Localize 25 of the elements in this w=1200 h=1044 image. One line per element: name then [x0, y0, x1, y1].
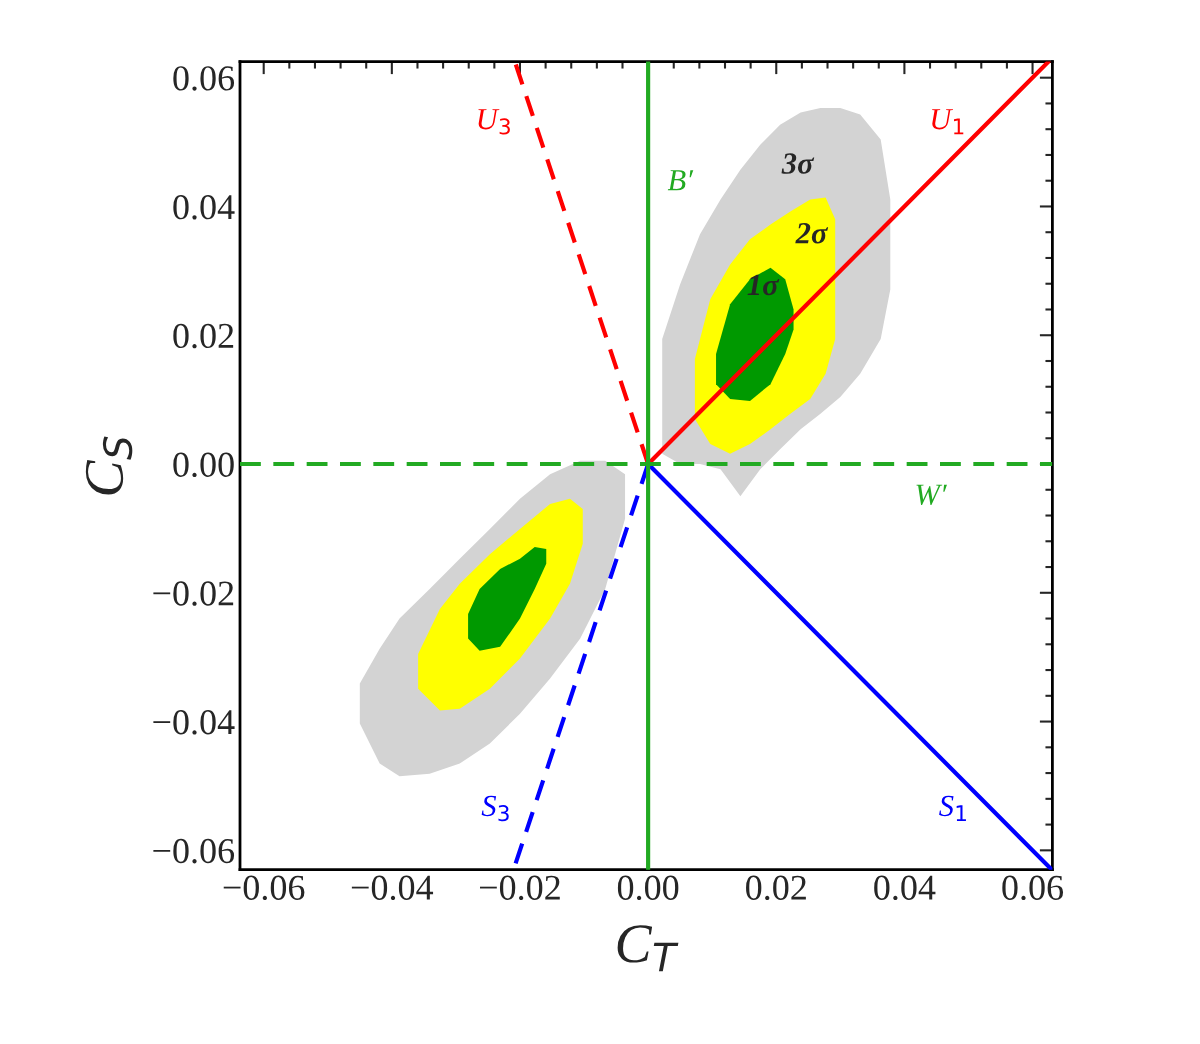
- x-axis-title: C$_{T}$: [617, 925, 679, 972]
- annotation: 3σ: [781, 153, 815, 174]
- y-tick-label: 0.06: [173, 66, 235, 91]
- series-label: U$_{3}$: [478, 109, 510, 135]
- series-label: W′: [916, 484, 947, 506]
- y-tick-label: −0.06: [153, 838, 235, 864]
- series-label: S$_{1}$: [939, 795, 966, 821]
- y-axis-title: C$_{S}$: [85, 436, 133, 495]
- series-label: U$_{1}$: [932, 109, 964, 135]
- x-tick-label: −0.04: [351, 875, 434, 901]
- x-tick-label: 0.00: [617, 875, 679, 901]
- annotation: 1σ: [747, 274, 780, 296]
- annotation: 2σ: [795, 223, 829, 244]
- x-tick-label: −0.06: [223, 875, 305, 901]
- x-tick-label: −0.02: [480, 875, 560, 901]
- y-tick-label: 0.00: [173, 452, 234, 478]
- x-tick-label: 0.04: [874, 875, 936, 901]
- y-tick-label: −0.04: [153, 710, 235, 735]
- y-tick-label: 0.04: [173, 194, 235, 220]
- y-tick-label: 0.02: [173, 323, 234, 349]
- x-tick-label: 0.02: [746, 875, 806, 901]
- x-tick-label: 0.06: [1002, 875, 1064, 901]
- series-label: S$_{3}$: [481, 795, 509, 822]
- y-tick-label: −0.02: [153, 581, 234, 606]
- series-label: B′: [667, 170, 694, 191]
